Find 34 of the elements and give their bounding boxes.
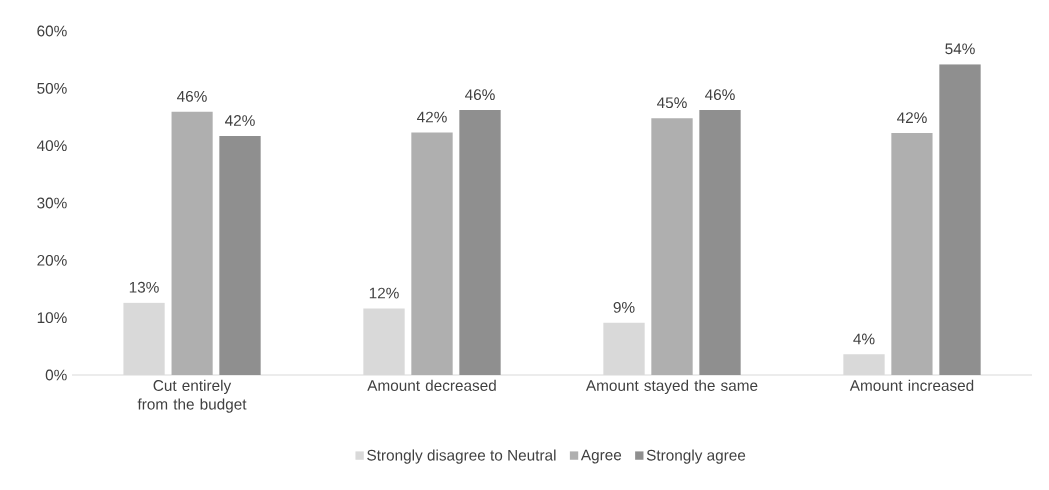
y-tick-label: 60%	[37, 25, 67, 37]
bar	[171, 111, 213, 375]
x-tick-label: Amount decreased	[367, 379, 496, 391]
legend-label: Strongly agree	[646, 449, 746, 464]
data-label: 13%	[129, 281, 159, 293]
data-label: 46%	[705, 89, 735, 101]
bar	[411, 132, 453, 375]
y-tick-label: 30%	[37, 197, 67, 209]
y-tick-label: 40%	[36, 140, 67, 152]
data-label: 45%	[657, 97, 687, 109]
x-tick-label: Amount increased	[849, 379, 974, 391]
y-tick-label: 20%	[37, 254, 67, 266]
legend-label: Strongly disagree to Neutral	[367, 449, 556, 464]
x-tick-label: Amount stayed the same	[585, 379, 758, 394]
bar	[459, 110, 501, 375]
y-tick-label: 50%	[37, 82, 67, 94]
data-label: 12%	[369, 287, 399, 299]
bar	[939, 64, 981, 375]
x-tick-label: Cut entirely from the budget	[137, 379, 247, 413]
data-label: 42%	[417, 111, 447, 123]
data-label: 42%	[897, 112, 927, 124]
legend-label: Agree	[580, 449, 622, 464]
bar	[219, 135, 261, 375]
bar	[891, 133, 933, 375]
data-label: 46%	[465, 89, 495, 101]
data-label: 4%	[853, 333, 875, 345]
bar	[699, 110, 741, 375]
data-label: 54%	[945, 43, 975, 55]
data-label: 42%	[225, 115, 255, 126]
y-tick-label: 0%	[45, 369, 67, 381]
bar	[651, 118, 693, 375]
y-tick-label: 10%	[37, 312, 67, 324]
data-label: 46%	[177, 90, 207, 102]
data-label: 9%	[613, 301, 635, 313]
